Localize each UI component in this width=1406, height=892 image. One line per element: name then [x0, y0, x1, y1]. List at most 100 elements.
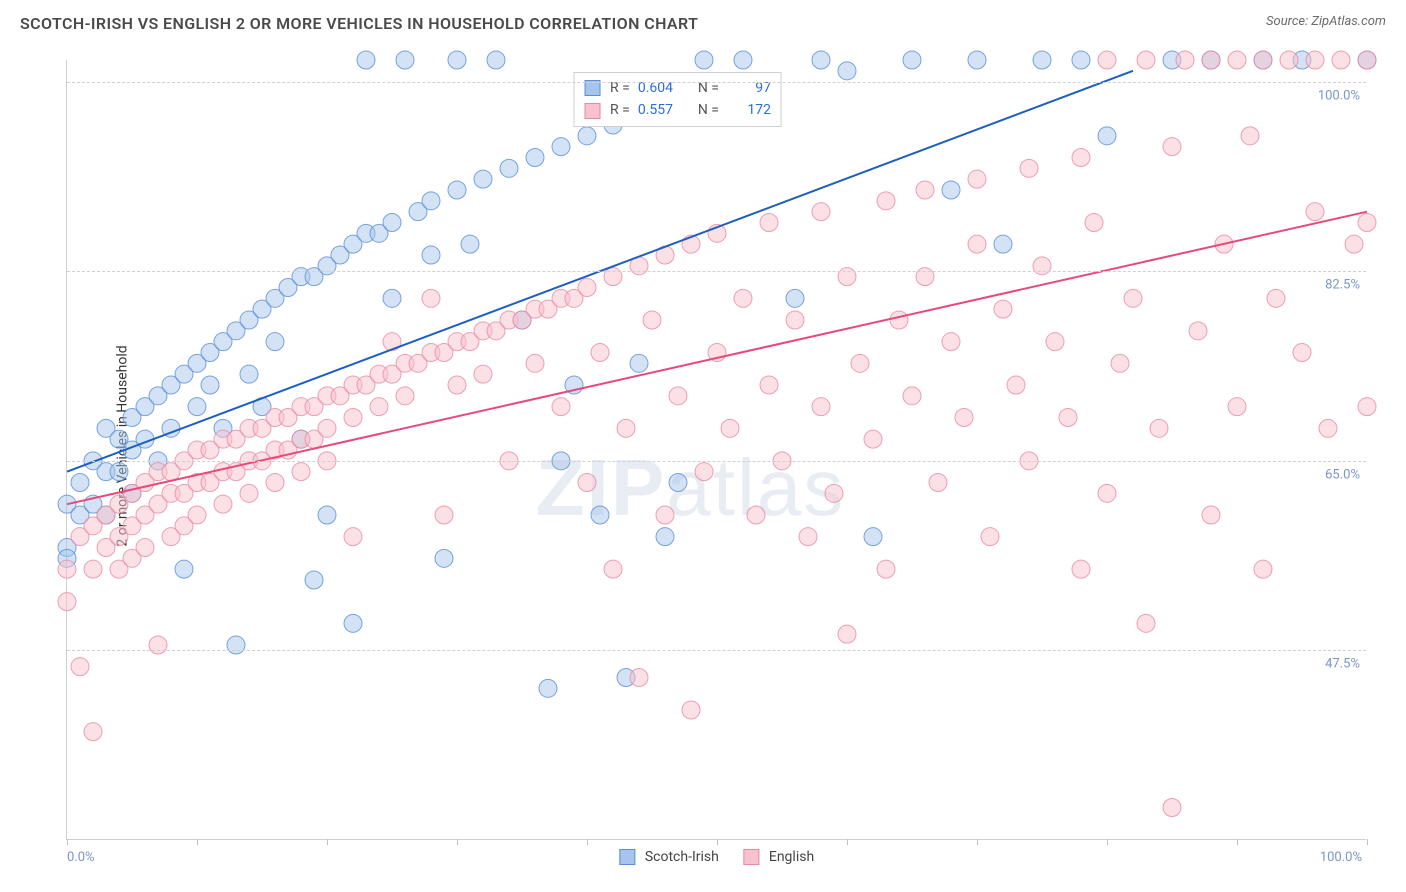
data-point [383, 289, 401, 307]
data-point [981, 528, 999, 546]
data-point [825, 484, 843, 502]
data-point [383, 214, 401, 232]
gridline [67, 271, 1366, 272]
data-point [929, 474, 947, 492]
x-tick [717, 839, 718, 845]
x-tick [1237, 839, 1238, 845]
legend-swatch [584, 103, 600, 119]
chart-title: SCOTCH-IRISH VS ENGLISH 2 OR MORE VEHICL… [20, 14, 698, 33]
data-point [838, 62, 856, 80]
data-point [916, 181, 934, 199]
data-point [448, 376, 466, 394]
data-point [292, 463, 310, 481]
legend-R-label: R = [610, 99, 630, 121]
data-point [1098, 127, 1116, 145]
data-point [1046, 333, 1064, 351]
x-tick [587, 839, 588, 845]
data-point [955, 409, 973, 427]
legend-N-label: N = [698, 77, 719, 99]
data-point [1098, 51, 1116, 69]
data-point [474, 365, 492, 383]
data-point [357, 51, 375, 69]
legend-R-value: 0.604 [638, 77, 682, 99]
data-point [305, 571, 323, 589]
y-tick-label: 65.0% [1325, 467, 1360, 482]
legend-R-value: 0.557 [638, 99, 682, 121]
data-point [461, 235, 479, 253]
data-point [994, 300, 1012, 318]
data-point [84, 560, 102, 578]
legend-series-label: English [769, 849, 814, 865]
data-point [1020, 159, 1038, 177]
data-point [422, 246, 440, 264]
data-point [240, 484, 258, 502]
data-point [487, 51, 505, 69]
data-point [1306, 203, 1324, 221]
legend-N-value: 172 [727, 99, 771, 121]
data-point [1150, 419, 1168, 437]
y-tick-label: 47.5% [1325, 657, 1360, 672]
data-point [422, 289, 440, 307]
data-point [864, 528, 882, 546]
data-point [604, 560, 622, 578]
data-point [136, 539, 154, 557]
data-point [812, 398, 830, 416]
data-point [630, 354, 648, 372]
data-point [1280, 51, 1298, 69]
data-point [448, 51, 466, 69]
correlation-legend: R =0.604N =97R =0.557N =172 [573, 72, 782, 127]
data-point [1033, 51, 1051, 69]
legend-swatch [743, 849, 759, 865]
data-point [552, 138, 570, 156]
data-point [617, 419, 635, 437]
data-point [1202, 506, 1220, 524]
data-point [435, 549, 453, 567]
data-point [695, 51, 713, 69]
data-point [526, 149, 544, 167]
data-point [1228, 51, 1246, 69]
data-point [1358, 398, 1376, 416]
data-point [1072, 51, 1090, 69]
data-point [721, 419, 739, 437]
x-tick-label: 0.0% [67, 850, 95, 865]
data-point [552, 398, 570, 416]
data-point [747, 506, 765, 524]
data-point [526, 354, 544, 372]
data-point [240, 365, 258, 383]
data-point [396, 387, 414, 405]
gridline [67, 650, 1366, 651]
data-point [877, 560, 895, 578]
data-point [1176, 51, 1194, 69]
data-point [1072, 149, 1090, 167]
data-point [1254, 51, 1272, 69]
data-point [84, 723, 102, 741]
legend-N-label: N = [698, 99, 719, 121]
data-point [799, 528, 817, 546]
legend-R-label: R = [610, 77, 630, 99]
data-point [344, 409, 362, 427]
data-point [578, 474, 596, 492]
legend-item: Scotch-Irish [619, 849, 719, 865]
y-tick-label: 82.5% [1325, 278, 1360, 293]
data-point [110, 463, 128, 481]
data-point [1293, 344, 1311, 362]
data-point [812, 51, 830, 69]
data-point [214, 495, 232, 513]
gridline [67, 461, 1366, 462]
data-point [968, 51, 986, 69]
data-point [1137, 51, 1155, 69]
data-point [838, 625, 856, 643]
gridline [67, 82, 1366, 83]
data-point [643, 311, 661, 329]
x-tick [1367, 839, 1368, 845]
data-point [812, 203, 830, 221]
data-point [71, 474, 89, 492]
data-point [266, 333, 284, 351]
data-point [1124, 289, 1142, 307]
data-point [877, 192, 895, 210]
plot-region: ZIPatlas R =0.604N =97R =0.557N =172 Sco… [66, 60, 1366, 840]
data-point [786, 289, 804, 307]
data-point [1267, 289, 1285, 307]
data-point [435, 506, 453, 524]
data-point [188, 506, 206, 524]
